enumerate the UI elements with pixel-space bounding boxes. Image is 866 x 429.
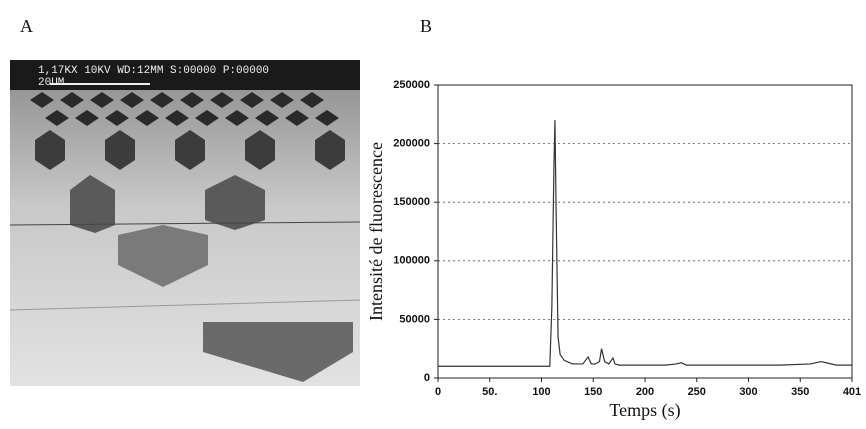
x-tick-label: 350 [791, 386, 809, 398]
y-axis-label: Intensité de fluorescence [366, 142, 386, 321]
x-tick-label: 250 [688, 386, 706, 398]
x-tick-label: 401 [843, 386, 861, 398]
x-tick-label: 0 [435, 386, 441, 398]
sem-image: 1,17KX 10KV WD:12MM S:00000 P:00000 20UM [9, 60, 361, 386]
y-tick-label: 0 [424, 372, 430, 384]
y-tick-label: 250000 [393, 79, 430, 91]
y-tick-label: 100000 [393, 255, 430, 267]
data-line [438, 120, 852, 367]
x-tick-label: 200 [636, 386, 654, 398]
x-tick-label: 100 [532, 386, 550, 398]
chart: 0 50000 100000 150000 200000 250000 0 50. 100 150… [366, 79, 861, 421]
panel-label: A [20, 16, 33, 36]
panel-label: B [420, 16, 432, 36]
plot-frame [437, 84, 853, 379]
y-tick-label: 50000 [399, 313, 430, 325]
sem-scale: 20UM [38, 77, 64, 89]
x-axis-label: Temps (s) [609, 400, 680, 421]
sem-info: 1,17KX 10KV WD:12MM S:00000 P:00000 [38, 65, 269, 77]
x-tick-label: 50. [482, 386, 497, 398]
y-tick-label: 200000 [393, 138, 430, 150]
x-tick-label: 150 [584, 386, 602, 398]
x-tick-label: 300 [739, 386, 757, 398]
y-tick-label: 150000 [393, 196, 430, 208]
